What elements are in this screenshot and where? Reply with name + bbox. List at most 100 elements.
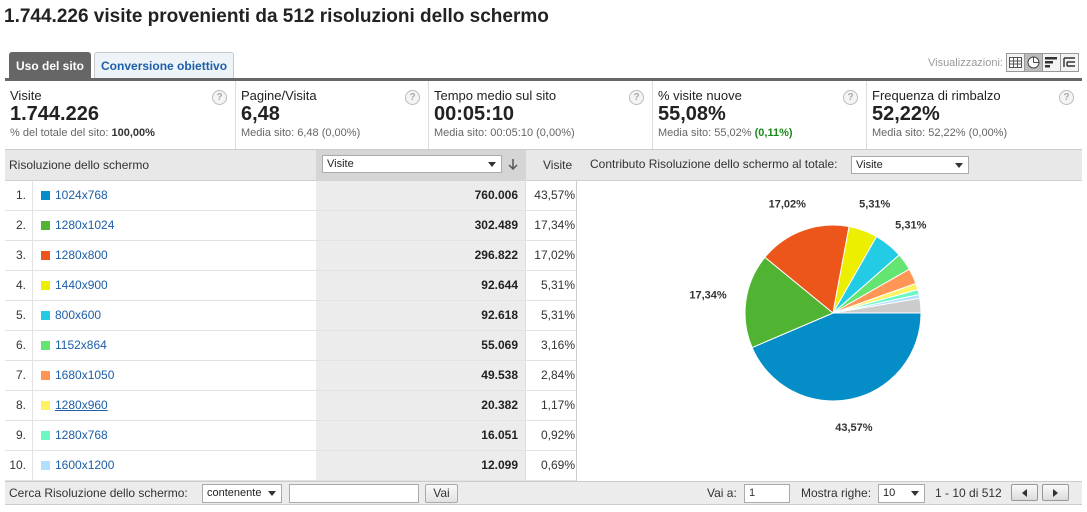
visits-percent: 1,17%: [540, 398, 575, 412]
column-visits[interactable]: Visite: [543, 158, 573, 172]
contribution-select[interactable]: Visite: [851, 156, 969, 174]
chevron-right-icon: [1052, 488, 1058, 497]
next-page-button[interactable]: [1042, 484, 1069, 501]
resolution-link[interactable]: 1024x768: [55, 188, 108, 202]
color-swatch: [41, 221, 50, 230]
column-resolution[interactable]: Risoluzione dello schermo: [9, 158, 150, 172]
pie-slice[interactable]: [744, 256, 834, 349]
go-button[interactable]: Vai: [425, 484, 458, 503]
view-switcher: Visualizzazioni:: [928, 53, 1079, 72]
contribution-label: Contributo Risoluzione dello schermo al …: [590, 157, 838, 171]
goto-page-input[interactable]: 1: [744, 484, 790, 503]
rows-select-value: 10: [883, 487, 896, 499]
pie-slice[interactable]: [832, 297, 922, 314]
pie-slice[interactable]: [764, 224, 850, 314]
metric-sub: Media sito: 52,22% (0,00%): [872, 127, 1008, 139]
resolution-link[interactable]: 1280x1024: [55, 218, 115, 232]
row-rank: 5.: [5, 301, 33, 330]
pie-label: 5,31%: [859, 198, 890, 210]
visits-value: 12.099: [316, 451, 526, 480]
visits-value: 92.618: [316, 301, 526, 330]
pivot-view-icon[interactable]: [1060, 53, 1079, 72]
row-rank: 4.: [5, 271, 33, 300]
metric-avg-time: Tempo medio sul sito 00:05:10 Media sito…: [429, 81, 653, 149]
help-icon[interactable]: ?: [212, 90, 227, 105]
visits-value: 302.489: [316, 211, 526, 240]
metric-value: 55,08%: [658, 103, 726, 125]
search-mode-select[interactable]: contenente: [202, 484, 282, 503]
metric-new-visits: % visite nuove 55,08% Media sito: 55,02%…: [653, 81, 867, 149]
help-icon[interactable]: ?: [629, 90, 644, 105]
help-icon[interactable]: ?: [405, 90, 420, 105]
help-icon[interactable]: ?: [843, 90, 858, 105]
pie-slice[interactable]: [751, 312, 922, 402]
row-rank: 10.: [5, 451, 33, 480]
tab-site-usage[interactable]: Uso del sito: [9, 52, 92, 78]
pagination-range: 1 - 10 di 512: [935, 486, 1002, 500]
views-label: Visualizzazioni:: [927, 56, 1003, 69]
visits-value: 92.644: [316, 271, 526, 300]
table-row: 5. 800x600 92.618 5,31%: [5, 301, 577, 331]
metric-select[interactable]: Visite: [322, 155, 502, 173]
metric-sub: % del totale del sito: 100,00%: [10, 127, 155, 139]
help-icon[interactable]: ?: [1059, 90, 1074, 105]
rows-label: Mostra righe:: [801, 486, 872, 500]
search-mode-value: contenente: [207, 487, 262, 499]
visits-value: 55.069: [316, 331, 526, 360]
row-rank: 8.: [5, 391, 33, 420]
color-swatch: [41, 401, 50, 410]
resolution-link[interactable]: 1280x768: [55, 428, 108, 442]
table-row: 10. 1600x1200 12.099 0,69%: [5, 451, 577, 481]
search-label: Cerca Risoluzione dello schermo:: [9, 486, 188, 500]
report-tabs: Uso del sito Conversione obiettivo: [9, 52, 235, 78]
metric-sub: Media sito: 00:05:10 (0,00%): [434, 127, 575, 139]
tabs-divider: [5, 78, 1082, 81]
resolution-link[interactable]: 1680x1050: [55, 368, 115, 382]
chevron-down-icon: [911, 491, 919, 496]
search-input[interactable]: [289, 484, 419, 503]
row-rank: 6.: [5, 331, 33, 360]
resolution-link[interactable]: 800x600: [55, 308, 102, 322]
row-rank: 3.: [5, 241, 33, 270]
sort-arrow-icon[interactable]: [508, 158, 518, 171]
performance-view-icon[interactable]: [1042, 53, 1061, 72]
tab-goal-conversion[interactable]: Conversione obiettivo: [94, 52, 235, 78]
visits-percent: 3,16%: [540, 338, 575, 352]
table-row: 2. 1280x1024 302.489 17,34%: [5, 211, 577, 241]
chevron-down-icon: [488, 162, 496, 167]
metric-value: 1.744.226: [10, 103, 99, 125]
table-view-icon[interactable]: [1006, 53, 1025, 72]
metric-select-value: Visite: [327, 158, 354, 170]
table-divider: [576, 181, 577, 481]
resolution-link[interactable]: 1440x900: [55, 278, 108, 292]
resolution-link[interactable]: 1600x1200: [55, 458, 115, 472]
pie-label: 17,02%: [769, 198, 807, 210]
visits-percent: 17,34%: [534, 218, 575, 232]
resolution-link[interactable]: 1280x800: [55, 248, 108, 262]
metric-value: 6,48: [241, 103, 280, 125]
metric-label: Pagine/Visita: [241, 88, 317, 103]
visits-value: 16.051: [316, 421, 526, 450]
table-row: 3. 1280x800 296.822 17,02%: [5, 241, 577, 271]
prev-page-button[interactable]: [1011, 484, 1038, 501]
metric-label: Visite: [10, 88, 42, 103]
table-header: Risoluzione dello schermo Visite Visite …: [5, 150, 1082, 181]
metric-sub: Media sito: 55,02% (0,11%): [658, 127, 793, 139]
rows-select[interactable]: 10: [878, 484, 925, 503]
metric-label: Frequenza di rimbalzo: [872, 88, 1001, 103]
goto-label: Vai a:: [707, 486, 737, 500]
color-swatch: [41, 371, 50, 380]
visits-percent: 5,31%: [540, 308, 575, 322]
table-row: 8. 1280x960 20.382 1,17%: [5, 391, 577, 421]
visits-value: 296.822: [316, 241, 526, 270]
row-rank: 1.: [5, 181, 33, 210]
resolution-link[interactable]: 1152x864: [55, 338, 107, 352]
color-swatch: [41, 281, 50, 290]
color-swatch: [41, 311, 50, 320]
table-row: 6. 1152x864 55.069 3,16%: [5, 331, 577, 361]
resolution-link[interactable]: 1280x960: [55, 398, 108, 412]
color-swatch: [41, 251, 50, 260]
pie-view-icon[interactable]: [1024, 53, 1043, 72]
metric-visits: Visite 1.744.226 % del totale del sito: …: [5, 81, 236, 149]
metric-value: 00:05:10: [434, 103, 515, 125]
